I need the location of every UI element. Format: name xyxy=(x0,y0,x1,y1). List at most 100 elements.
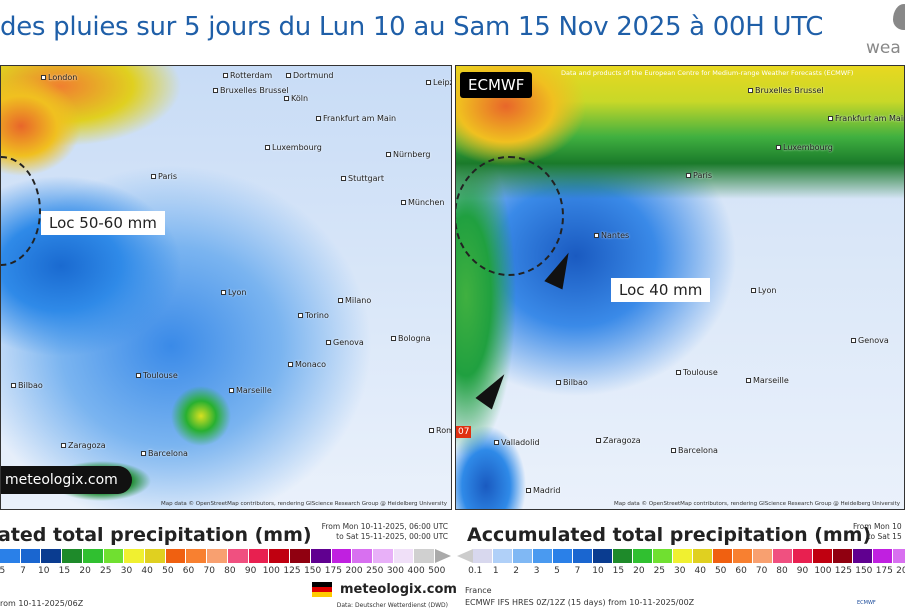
city-label: Frankfurt am Main xyxy=(828,114,904,123)
city-label: Genova xyxy=(326,338,364,347)
rain-callout: Loc 40 mm xyxy=(611,278,711,302)
scale-arrow-icon xyxy=(435,549,451,563)
scale-swatch xyxy=(773,549,793,563)
scale-swatch xyxy=(693,549,713,563)
scale-tick: 250 xyxy=(366,566,384,576)
city-label: Paris xyxy=(151,172,177,181)
scale-arrow-icon xyxy=(457,549,473,563)
scale-tick: 5 xyxy=(0,566,6,576)
scale-tick: 30 xyxy=(674,566,686,576)
scale-tick: 90 xyxy=(796,566,809,576)
map-attribution: Map data © OpenStreetMap contributors, r… xyxy=(161,501,447,507)
brand-logo-icon xyxy=(893,4,905,30)
scale-tick: 175 xyxy=(875,566,893,576)
scale-swatch xyxy=(414,549,436,563)
city-label: Zaragoza xyxy=(596,436,641,445)
scale-tick: 10 xyxy=(592,566,604,576)
scale-tick: 80 xyxy=(224,566,236,576)
scale-swatch xyxy=(393,549,415,563)
scale-tick: 60 xyxy=(182,566,195,576)
scale-tick: 300 xyxy=(386,566,404,576)
highlight-circle xyxy=(1,156,41,266)
scale-tick: 150 xyxy=(304,566,322,576)
scale-tick: 7 xyxy=(20,566,26,576)
city-label: Luxembourg xyxy=(776,143,833,152)
scale-tick: 200 xyxy=(345,566,363,576)
city-label: Genova xyxy=(851,336,889,345)
city-label: Köln xyxy=(284,94,308,103)
period-to: to Sat 15 xyxy=(867,532,902,541)
arrow-icon xyxy=(475,368,513,410)
city-label: London xyxy=(41,73,77,82)
scale-swatch xyxy=(41,549,63,563)
city-label: Leipzig xyxy=(426,78,451,87)
period-to: to Sat 15-11-2025, 00:00 UTC xyxy=(336,532,448,541)
scale-swatch xyxy=(853,549,873,563)
scale-tick: 15 xyxy=(612,566,625,576)
city-label: Marseille xyxy=(229,386,272,395)
scale-tick: 150 xyxy=(855,566,873,576)
scale-tick: 175 xyxy=(324,566,342,576)
city-label: Bruxelles Brussel xyxy=(213,86,289,95)
model-run: ECMWF IFS HRES 0Z/12Z (15 days) from 10-… xyxy=(465,598,695,607)
brand-logo-text: wea xyxy=(866,38,901,58)
city-label: Rotterdam xyxy=(223,71,272,80)
city-label: Lyon xyxy=(751,286,776,295)
city-label: Madrid xyxy=(526,486,560,495)
scale-tick: 400 xyxy=(407,566,425,576)
city-label: Frankfurt am Main xyxy=(316,114,396,123)
scale-swatch xyxy=(593,549,613,563)
scale-swatch xyxy=(813,549,833,563)
scale-tick: 500 xyxy=(428,566,446,576)
city-label: München xyxy=(401,198,445,207)
page-title: des pluies sur 5 jours du Lun 10 au Sam … xyxy=(0,12,824,42)
scale-swatch xyxy=(873,549,893,563)
city-label: Nürnberg xyxy=(386,150,431,159)
scale-swatch xyxy=(165,549,187,563)
scale-tick: 70 xyxy=(203,566,215,576)
legend-title: ated total precipitation (mm) xyxy=(0,524,312,546)
city-label: Roma xyxy=(429,426,451,435)
city-label: Paris xyxy=(686,171,712,180)
city-label: Torino xyxy=(298,311,329,320)
color-scale xyxy=(473,549,905,563)
city-label: Milano xyxy=(338,296,371,305)
scale-swatch xyxy=(331,549,353,563)
scale-ticks: 5 7 10 15 20 25 30 40 50 60 70 80 90 100 125 150 175 200 2… xyxy=(0,566,447,576)
scale-swatch xyxy=(62,549,83,563)
city-label: Bilbao xyxy=(556,378,588,387)
scale-swatch xyxy=(20,549,42,563)
city-label: Lyon xyxy=(221,288,246,297)
scale-swatch xyxy=(733,549,753,563)
scale-tick: 3 xyxy=(533,566,540,576)
marker-badge: 07 xyxy=(456,426,472,438)
city-label: Toulouse xyxy=(136,371,178,380)
scale-swatch xyxy=(207,549,228,563)
left-precipitation-map: London Rotterdam Dortmund Köln Leipzig Bruxel… xyxy=(0,65,452,510)
germany-flag-icon xyxy=(312,582,332,597)
city-label: Stuttgart xyxy=(341,174,384,183)
city-label: Barcelona xyxy=(671,446,718,455)
scale-ticks: 0.1 1 2 3 5 7 10 15 20 25 30 40 50 60 70 80 90 100 125 150 1… xyxy=(465,566,905,576)
scale-swatch xyxy=(613,549,633,563)
city-label: Nantes xyxy=(594,231,629,240)
scale-swatch xyxy=(653,549,673,563)
scale-tick: 50 xyxy=(714,566,727,576)
scale-swatch xyxy=(573,549,593,563)
model-tag: ECMWF xyxy=(460,72,533,98)
scale-tick: 15 xyxy=(58,566,71,576)
scale-tick: 50 xyxy=(162,566,174,576)
scale-swatch xyxy=(82,549,104,563)
scale-swatch xyxy=(186,549,208,563)
region: France xyxy=(465,586,492,595)
scale-swatch xyxy=(473,549,493,563)
scale-tick: 125 xyxy=(283,566,301,576)
scale-tick: 2 xyxy=(513,566,519,576)
scale-tick: 25 xyxy=(100,566,112,576)
left-legend: ated total precipitation (mm) From Mon 1… xyxy=(0,512,457,613)
city-label: Bilbao xyxy=(11,381,43,390)
scale-tick: 40 xyxy=(694,566,706,576)
scale-tick: 70 xyxy=(755,566,768,576)
period: From Mon 10 to Sat 15 xyxy=(853,522,902,542)
site-name: meteologix.com xyxy=(340,582,457,597)
